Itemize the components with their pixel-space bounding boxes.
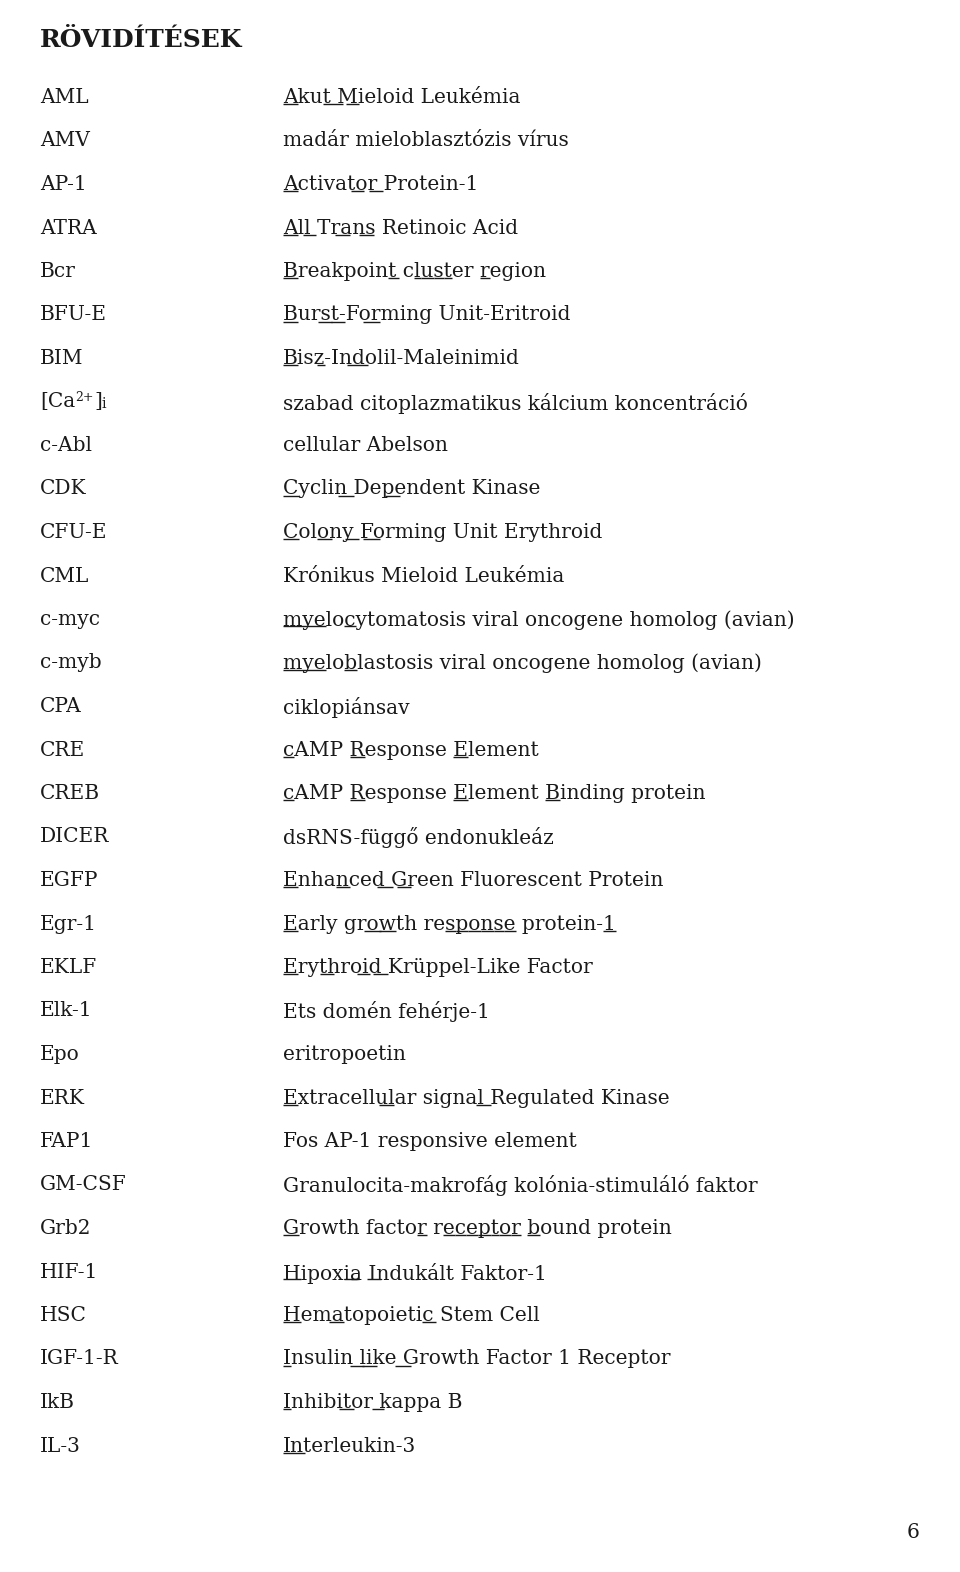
Text: Egr-1: Egr-1 xyxy=(40,915,97,934)
Text: DICER: DICER xyxy=(40,827,109,846)
Text: Epo: Epo xyxy=(40,1045,80,1064)
Text: FAP1: FAP1 xyxy=(40,1132,94,1151)
Text: EGFP: EGFP xyxy=(40,871,99,890)
Text: Bcr: Bcr xyxy=(40,263,76,281)
Text: madár mieloblasztózis vírus: madár mieloblasztózis vírus xyxy=(283,132,569,151)
Text: CRE: CRE xyxy=(40,740,85,759)
Text: IL-3: IL-3 xyxy=(40,1437,82,1456)
Text: Enhanced Green Fluorescent Protein: Enhanced Green Fluorescent Protein xyxy=(283,871,663,890)
Text: Erythroid Krüppel-Like Factor: Erythroid Krüppel-Like Factor xyxy=(283,957,593,978)
Text: Burst-Forming Unit-Eritroid: Burst-Forming Unit-Eritroid xyxy=(283,305,570,324)
Text: CML: CML xyxy=(40,566,89,585)
Text: CFU-E: CFU-E xyxy=(40,523,108,542)
Text: dsRNS-függő endonukleáz: dsRNS-függő endonukleáz xyxy=(283,827,554,849)
Text: Bisz-Indolil-Maleinimid: Bisz-Indolil-Maleinimid xyxy=(283,349,520,368)
Text: ERK: ERK xyxy=(40,1088,85,1108)
Text: ATRA: ATRA xyxy=(40,219,97,237)
Text: 2+: 2+ xyxy=(76,391,94,404)
Text: Hipoxia Indukált Faktor-1: Hipoxia Indukált Faktor-1 xyxy=(283,1262,547,1283)
Text: CDK: CDK xyxy=(40,479,87,498)
Text: cAMP Response Element Binding protein: cAMP Response Element Binding protein xyxy=(283,784,706,803)
Text: Activator Protein-1: Activator Protein-1 xyxy=(283,174,479,193)
Text: 6: 6 xyxy=(907,1523,920,1542)
Text: c-Abl: c-Abl xyxy=(40,435,92,454)
Text: Hematopoietic Stem Cell: Hematopoietic Stem Cell xyxy=(283,1306,540,1325)
Text: Cyclin Dependent Kinase: Cyclin Dependent Kinase xyxy=(283,479,540,498)
Text: Krónikus Mieloid Leukémia: Krónikus Mieloid Leukémia xyxy=(283,566,564,585)
Text: c-myb: c-myb xyxy=(40,654,102,673)
Text: BFU-E: BFU-E xyxy=(40,305,108,324)
Text: CPA: CPA xyxy=(40,696,82,715)
Text: szabad citoplazmatikus kálcium koncentráció: szabad citoplazmatikus kálcium koncentrá… xyxy=(283,393,748,413)
Text: myeloblastosis viral oncogene homolog (avian): myeloblastosis viral oncogene homolog (a… xyxy=(283,654,762,673)
Text: cellular Abelson: cellular Abelson xyxy=(283,435,448,454)
Text: i: i xyxy=(102,398,107,412)
Text: ]: ] xyxy=(94,393,102,412)
Text: Breakpoint cluster region: Breakpoint cluster region xyxy=(283,263,546,281)
Text: cAMP Response Element: cAMP Response Element xyxy=(283,740,539,759)
Text: Ets domén fehérje-1: Ets domén fehérje-1 xyxy=(283,1001,490,1022)
Text: Elk-1: Elk-1 xyxy=(40,1001,93,1020)
Text: Inhibitor kappa B: Inhibitor kappa B xyxy=(283,1393,463,1412)
Text: [Ca: [Ca xyxy=(40,393,76,412)
Text: Grb2: Grb2 xyxy=(40,1218,92,1239)
Text: HSC: HSC xyxy=(40,1306,87,1325)
Text: Growth factor receptor bound protein: Growth factor receptor bound protein xyxy=(283,1218,672,1239)
Text: Extracellular signal Regulated Kinase: Extracellular signal Regulated Kinase xyxy=(283,1088,670,1108)
Text: Interleukin-3: Interleukin-3 xyxy=(283,1437,417,1456)
Text: CREB: CREB xyxy=(40,784,101,803)
Text: GM-CSF: GM-CSF xyxy=(40,1176,127,1195)
Text: Insulin like Growth Factor 1 Receptor: Insulin like Growth Factor 1 Receptor xyxy=(283,1349,671,1369)
Text: Granulocita-makrofág kolónia-stimuláló faktor: Granulocita-makrofág kolónia-stimuláló f… xyxy=(283,1176,757,1196)
Text: AP-1: AP-1 xyxy=(40,174,87,193)
Text: c-myc: c-myc xyxy=(40,610,100,629)
Text: eritropoetin: eritropoetin xyxy=(283,1045,406,1064)
Text: ciklopiánsav: ciklopiánsav xyxy=(283,696,410,718)
Text: HIF-1: HIF-1 xyxy=(40,1262,99,1281)
Text: myelocytomatosis viral oncogene homolog (avian): myelocytomatosis viral oncogene homolog … xyxy=(283,610,795,630)
Text: IGF-1-R: IGF-1-R xyxy=(40,1349,119,1369)
Text: EKLF: EKLF xyxy=(40,957,98,978)
Text: AML: AML xyxy=(40,88,89,107)
Text: All Trans Retinoic Acid: All Trans Retinoic Acid xyxy=(283,219,518,237)
Text: IkB: IkB xyxy=(40,1393,75,1412)
Text: Colony Forming Unit Erythroid: Colony Forming Unit Erythroid xyxy=(283,523,603,542)
Text: AMV: AMV xyxy=(40,132,90,151)
Text: Early growth response protein-1: Early growth response protein-1 xyxy=(283,915,616,934)
Text: Fos AP-1 responsive element: Fos AP-1 responsive element xyxy=(283,1132,577,1151)
Text: Akut Mieloid Leukémia: Akut Mieloid Leukémia xyxy=(283,88,520,107)
Text: RÖVIDÍTÉSEK: RÖVIDÍTÉSEK xyxy=(40,28,243,52)
Text: BIM: BIM xyxy=(40,349,84,368)
